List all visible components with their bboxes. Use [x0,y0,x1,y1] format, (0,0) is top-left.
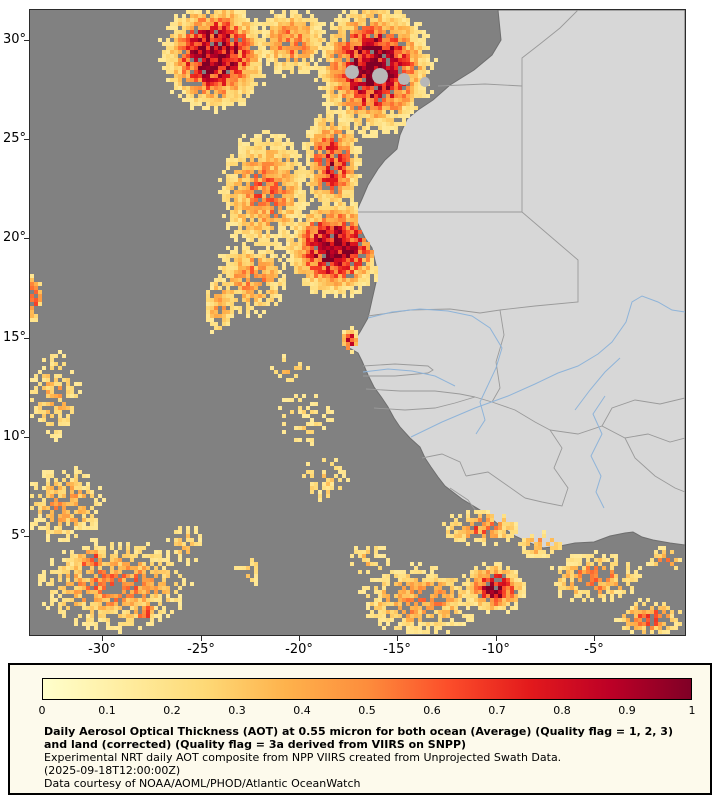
lat-tick-label: 30° [2,32,26,47]
lon-tick-label: -30° [88,642,116,657]
aot-heatmap-canvas [30,10,685,635]
map-plot-area [29,9,686,636]
lat-tickmark [24,139,30,140]
lon-tickmark [594,636,595,641]
caption-block: Daily Aerosol Optical Thickness (AOT) at… [44,725,692,790]
caption-title: Daily Aerosol Optical Thickness (AOT) at… [44,725,673,751]
lat-tickmark [24,238,30,239]
lat-tick-label: 25° [2,131,26,146]
lon-tickmark [496,636,497,641]
colorbar-tick-label: 1 [688,704,696,717]
lon-tickmark [397,636,398,641]
lon-tick-label: -25° [187,642,215,657]
lat-tick-label: 20° [2,230,26,245]
lon-tickmark [299,636,300,641]
colorbar-tick-label: 0.4 [293,704,311,717]
colorbar-tick-label: 0.7 [488,704,506,717]
lat-tickmark [24,536,30,537]
lat-tick-label: 10° [2,429,26,444]
lat-tick-label: 15° [2,330,26,345]
lon-tickmark [201,636,202,641]
lon-tickmark [102,636,103,641]
legend-box: 0 0.1 0.2 0.3 0.4 0.5 0.6 0.7 0.8 0.9 1 Daily Aero… [8,663,712,795]
colorbar-tick-label: 0.5 [358,704,376,717]
caption-timestamp: (2025-09-18T12:00:00Z) [44,764,181,777]
colorbar-tick-label: 0.8 [553,704,571,717]
colorbar-tick-label: 0.9 [618,704,636,717]
lon-tick-label: -5° [584,642,604,657]
colorbar-tick-label: 0 [38,704,46,717]
colorbar-tick-label: 0.3 [228,704,246,717]
caption-credit: Data courtesy of NOAA/AOML/PHOD/Atlantic… [44,777,361,790]
colorbar-tick-label: 0.2 [163,704,181,717]
lon-tick-label: -20° [285,642,313,657]
lat-tickmark [24,437,30,438]
colorbar-tick-label: 0.1 [98,704,116,717]
lat-tick-label: 5° [11,528,26,543]
lat-tickmark [24,40,30,41]
lon-tick-label: -15° [383,642,411,657]
colorbar-gradient [42,678,692,700]
caption-description: Experimental NRT daily AOT composite fro… [44,751,562,764]
lon-tick-label: -10° [482,642,510,657]
colorbar-tick-label: 0.6 [423,704,441,717]
lat-tickmark [24,338,30,339]
